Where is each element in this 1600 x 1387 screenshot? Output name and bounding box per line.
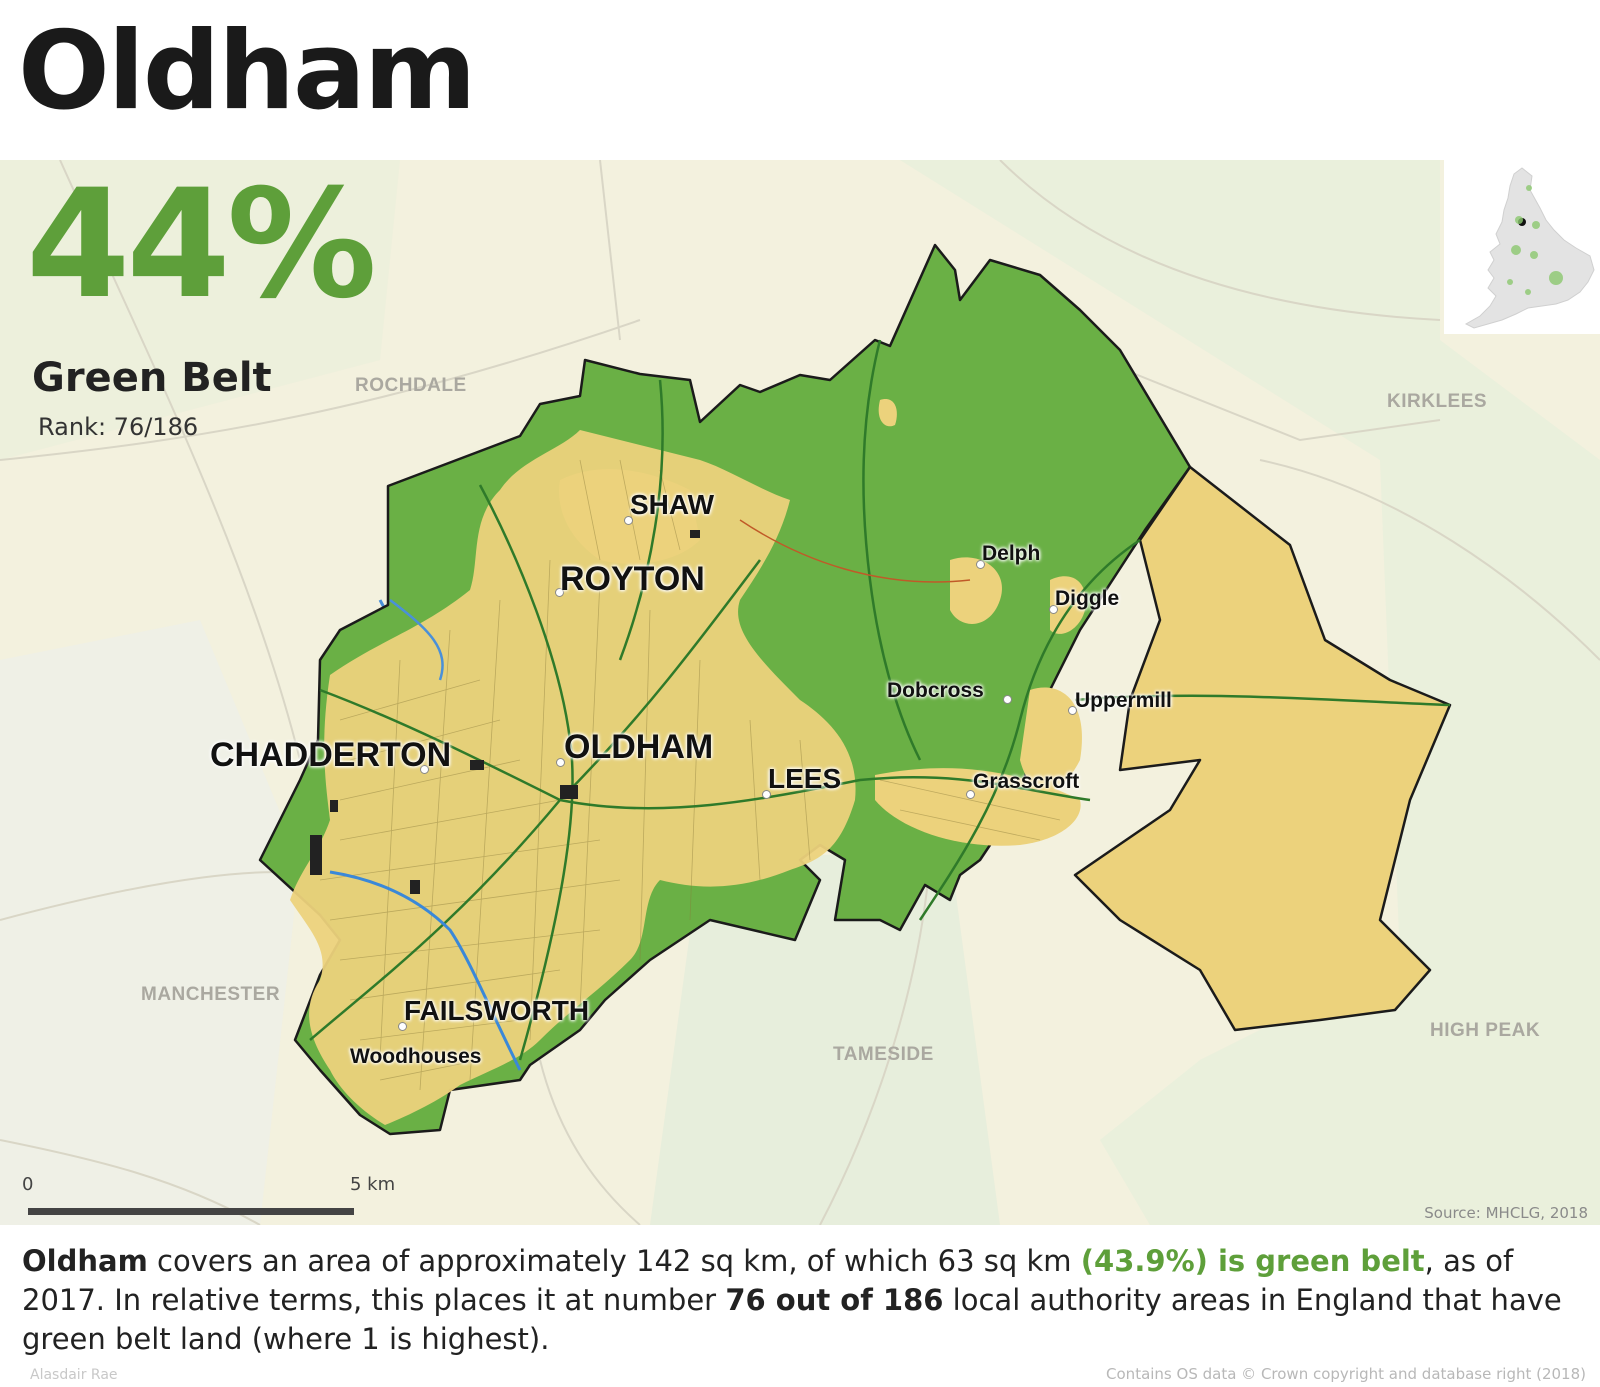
place-dot-diggle [1049,605,1058,614]
place-label-grasscroft: Grasscroft [973,770,1080,793]
place-dot-grasscroft [966,790,975,799]
author-credit: Alasdair Rae [30,1367,118,1383]
description-rank-phrase: 76 out of 186 [725,1283,944,1317]
district-label-high-peak: HIGH PEAK [1430,1020,1541,1041]
green-belt-label: Green Belt [32,355,272,401]
district-label-tameside: TAMESIDE [833,1044,934,1065]
england-outline-icon [1464,167,1595,329]
place-label-diggle: Diggle [1055,587,1120,610]
scale-bar [28,1208,354,1215]
place-dot-delph [976,560,985,569]
description-area-name: Oldham [22,1244,148,1278]
scale-start-label: 0 [22,1174,34,1195]
place-dot-shaw [624,516,633,525]
source-note: Source: MHCLG, 2018 [1424,1204,1588,1222]
place-label-failsworth: FAILSWORTH [404,995,590,1026]
rank-text: Rank: 76/186 [38,413,199,441]
locator-map [1444,160,1600,334]
page-title: Oldham [18,9,476,134]
description-paragraph: Oldham covers an area of approximately 1… [22,1242,1572,1359]
description-part-1: covers an area of approximately 142 sq k… [147,1244,1081,1278]
green-belt-percent: 44% [26,158,377,332]
description-part-3: local authority areas in England that ha… [22,1283,1562,1356]
district-label-rochdale: ROCHDALE [355,375,467,396]
district-label-kirklees: KIRKLEES [1387,391,1488,412]
place-dot-chadderton [420,765,429,774]
place-dot-royton [555,588,564,597]
map-panel[interactable]: ROCHDALE KIRKLEES MANCHESTER TAMESIDE HI… [0,160,1600,1225]
place-dot-lees [762,790,771,799]
place-label-royton: ROYTON [560,560,705,598]
map-graphic [0,160,1600,1225]
place-label-uppermill: Uppermill [1075,689,1172,712]
place-label-chadderton: CHADDERTON [210,736,452,774]
description-green-belt-share: (43.9%) is green belt [1080,1244,1425,1278]
place-dot-uppermill [1068,706,1077,715]
place-label-lees: LEES [768,763,842,794]
district-label-manchester: MANCHESTER [141,984,281,1005]
place-dot-dobcross [1003,695,1012,704]
place-label-woodhouses: Woodhouses [350,1045,482,1068]
description-part-2: , as of 2017. In relative terms, this pl… [22,1244,1514,1317]
place-dot-failsworth [398,1022,407,1031]
place-label-dobcross: Dobcross [887,679,984,702]
scale-end-label: 5 km [350,1174,396,1195]
place-label-shaw: SHAW [630,489,714,520]
place-label-delph: Delph [982,542,1041,565]
place-dot-oldham [556,758,565,767]
copyright-notice: Contains OS data © Crown copyright and d… [1106,1365,1586,1383]
place-label-oldham: OLDHAM [564,728,714,766]
